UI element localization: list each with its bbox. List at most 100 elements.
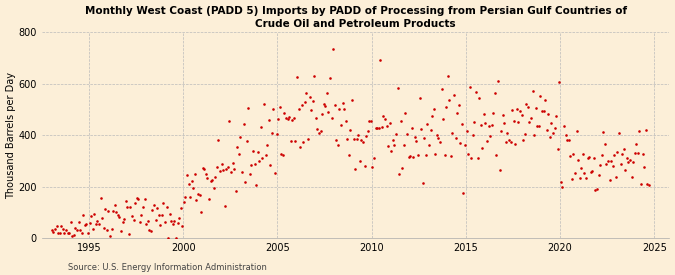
Point (329, 103, 340, 108)
Point (632, 150, 643, 155)
Point (210, 174, 221, 179)
Point (359, 164, 370, 169)
Point (315, 129, 326, 133)
Point (146, 229, 157, 233)
Point (605, 159, 616, 163)
Point (447, 131, 458, 135)
Point (141, 222, 152, 226)
Point (608, 164, 618, 169)
Point (557, 185, 568, 189)
Point (50, 227, 61, 231)
Point (598, 130, 609, 135)
Point (488, 111, 499, 115)
Point (218, 168, 229, 172)
Point (455, 141, 466, 145)
Point (219, 204, 230, 208)
Point (485, 134, 495, 138)
Point (263, 118, 274, 122)
Point (159, 219, 170, 224)
Point (286, 138, 296, 143)
Point (310, 116, 321, 120)
Point (381, 123, 392, 128)
Point (565, 154, 576, 158)
Point (560, 133, 571, 138)
Point (532, 123, 543, 128)
Point (408, 155, 418, 159)
Point (571, 128, 582, 133)
Point (238, 122, 249, 127)
Point (290, 139, 301, 144)
Point (521, 101, 532, 106)
Point (637, 152, 648, 156)
Point (309, 74, 320, 78)
Text: Source: U.S. Energy Information Administration: Source: U.S. Energy Information Administ… (68, 263, 267, 272)
Point (252, 150, 263, 154)
Point (84, 221, 95, 225)
Point (240, 180, 250, 184)
Point (468, 133, 479, 137)
Y-axis label: Thousand Barrels per Day: Thousand Barrels per Day (5, 72, 16, 199)
Point (161, 205, 172, 210)
Point (300, 99, 310, 104)
Point (642, 182, 653, 187)
Point (624, 158, 635, 163)
Point (196, 210, 207, 214)
Point (158, 201, 169, 205)
Point (499, 120, 510, 125)
Point (626, 175, 637, 179)
Point (522, 105, 533, 109)
Point (254, 159, 265, 163)
Point (325, 76, 335, 81)
Point (405, 154, 416, 159)
Point (90, 221, 101, 226)
Point (70, 225, 81, 230)
Point (435, 140, 446, 144)
Point (414, 95, 425, 100)
Point (556, 180, 566, 184)
Point (348, 136, 359, 141)
Point (207, 178, 217, 182)
Point (472, 156, 483, 160)
Point (446, 153, 456, 158)
Point (397, 166, 408, 170)
Point (552, 147, 563, 151)
Point (151, 217, 161, 222)
Point (442, 74, 453, 78)
Point (186, 179, 197, 183)
Point (47, 227, 57, 232)
Point (417, 181, 428, 186)
Point (124, 232, 134, 236)
Point (246, 163, 256, 167)
Point (133, 197, 144, 201)
Point (631, 142, 642, 146)
Point (574, 176, 585, 180)
Point (510, 142, 520, 146)
Point (615, 162, 626, 166)
Point (323, 109, 334, 114)
Point (504, 137, 514, 142)
Point (229, 167, 240, 172)
Point (178, 199, 189, 204)
Point (618, 147, 629, 151)
Point (317, 112, 327, 116)
Point (281, 116, 292, 120)
Point (301, 91, 312, 95)
Point (163, 236, 173, 240)
Point (125, 205, 136, 209)
Point (130, 201, 140, 205)
Point (244, 171, 255, 176)
Point (375, 57, 385, 62)
Point (53, 230, 63, 235)
Point (319, 102, 329, 106)
Point (342, 137, 352, 142)
Point (298, 140, 308, 145)
Point (580, 176, 591, 180)
Point (513, 120, 524, 124)
Point (103, 209, 114, 213)
Point (431, 133, 442, 137)
Point (505, 139, 516, 144)
Point (59, 231, 70, 236)
Point (153, 213, 164, 217)
Point (421, 153, 431, 158)
Point (456, 122, 467, 126)
